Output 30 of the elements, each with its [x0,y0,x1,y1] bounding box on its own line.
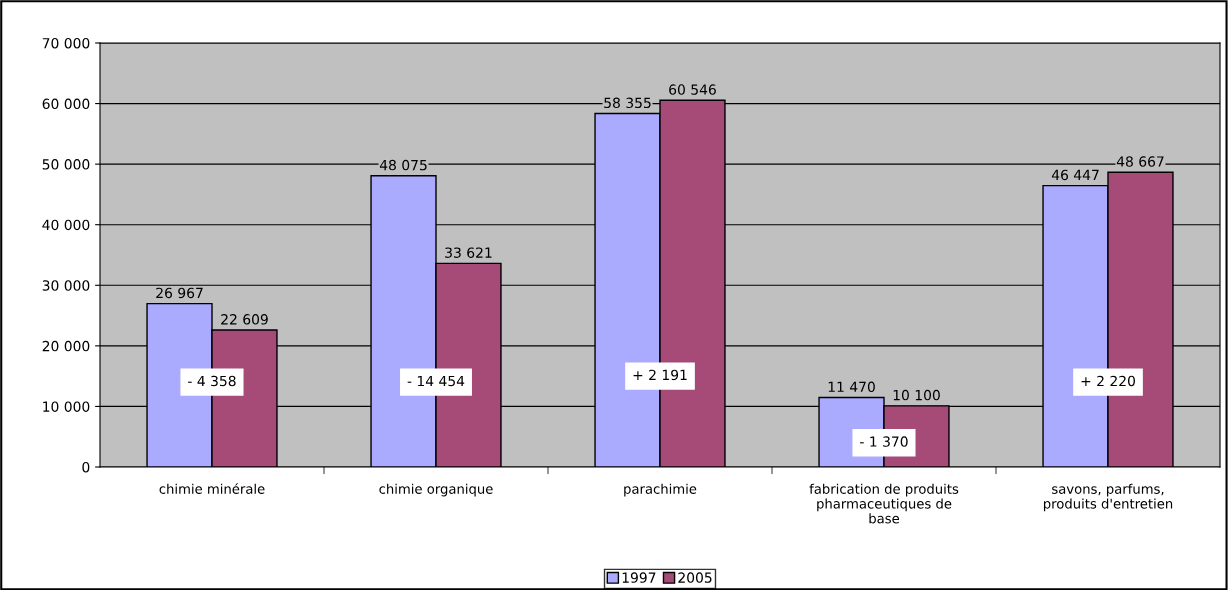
x-tick-label: chimie minérale [159,483,265,494]
annotation: - 4 358 [188,375,236,387]
data-label: 11 470 [828,381,875,393]
annotation: - 14 454 [407,375,465,387]
y-tick-label: 60 000 [42,98,90,110]
x-tick-label: fabrication de produits pharmaceutiques de base [809,483,959,524]
y-tick-label: 10 000 [43,401,90,412]
data-label: 48 075 [379,159,427,171]
y-tick-label: 40 000 [42,219,90,231]
data-label: 48 667 [1116,156,1164,167]
data-label: 58 355 [604,97,651,109]
annotation: - 1 370 [860,436,908,447]
y-tick-label: 70 000 [42,37,90,49]
data-label: 22 609 [221,314,268,325]
annotation: + 2 191 [633,369,687,381]
y-tick-label: 0 [82,461,90,473]
annotation: + 2 220 [1081,375,1135,387]
y-tick-label: 20 000 [42,340,90,352]
x-tick-label: parachimie [624,483,697,497]
x-tick-label: chimie organique [379,483,493,497]
data-label: 60 546 [669,84,716,95]
x-tick-label: savons, parfums, produits d'entretien [1043,483,1173,512]
legend-label: 1997 [622,572,656,583]
y-tick-label: 50 000 [42,159,90,170]
data-label: 33 621 [445,247,492,258]
legend-label: 2005 [678,572,712,583]
data-label: 26 967 [156,287,203,299]
data-label: 46 447 [1051,169,1099,181]
y-tick-label: 30 000 [42,280,90,291]
data-label: 10 100 [893,389,940,401]
